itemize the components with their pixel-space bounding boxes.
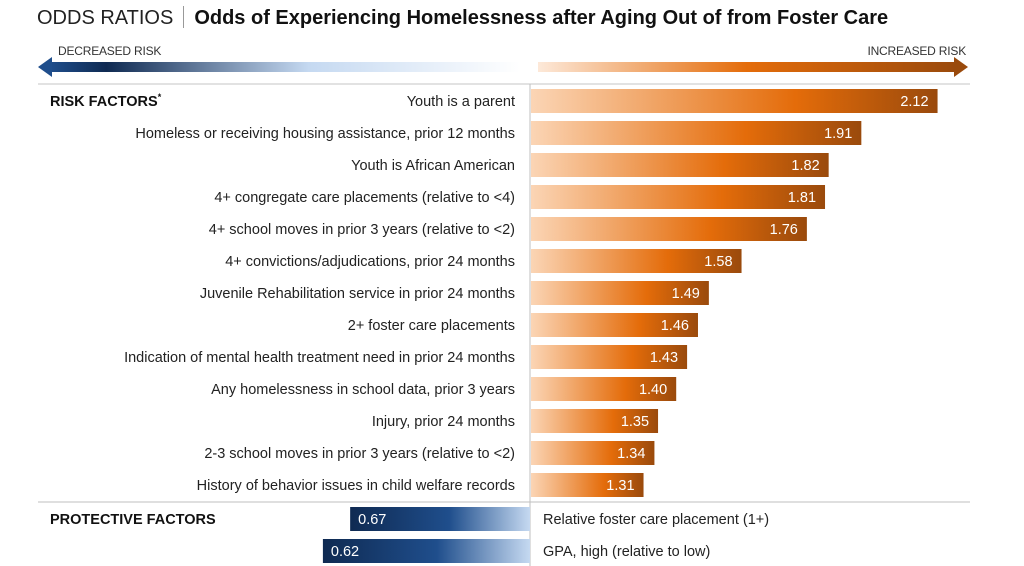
risk-bar	[531, 313, 698, 337]
risk-category-label: 4+ convictions/adjudications, prior 24 m…	[225, 254, 515, 270]
risk-category-label: Youth is a parent	[407, 94, 515, 110]
risk-value-label: 1.82	[791, 158, 819, 174]
risk-category-label: 4+ congregate care placements (relative …	[214, 190, 515, 206]
risk-bar	[531, 185, 826, 209]
decreased-risk-label: DECREASED RISK	[58, 44, 162, 58]
risk-category-label: 4+ school moves in prior 3 years (relati…	[209, 222, 515, 238]
risk-value-label: 1.40	[639, 382, 667, 398]
protective-factors-heading: PROTECTIVE FACTORS	[50, 512, 216, 528]
risk-category-label: 2+ foster care placements	[348, 318, 515, 334]
risk-category-label: Youth is African American	[351, 158, 515, 174]
risk-category-label: Juvenile Rehabilitation service in prior…	[200, 286, 515, 302]
risk-value-label: 1.34	[617, 446, 645, 462]
risk-bar	[531, 89, 938, 113]
risk-category-label: Indication of mental health treatment ne…	[124, 350, 515, 366]
increased-risk-arrow	[538, 57, 968, 77]
title-separator	[183, 6, 185, 28]
risk-value-label: 1.58	[704, 254, 732, 270]
risk-bar	[531, 121, 862, 145]
risk-bar	[531, 441, 655, 465]
risk-bar	[531, 153, 829, 177]
chart-title: ODDS RATIOS Odds of Experiencing Homeless…	[37, 6, 888, 30]
risk-category-label: 2-3 school moves in prior 3 years (relat…	[204, 446, 515, 462]
risk-bar	[531, 345, 688, 369]
risk-value-label: 1.43	[650, 350, 678, 366]
risk-factors-heading: RISK FACTORS*	[50, 92, 162, 110]
protective-category-label: Relative foster care placement (1+)	[543, 512, 769, 528]
risk-bar	[531, 281, 709, 305]
risk-value-label: 1.76	[770, 222, 798, 238]
protective-value-label: 0.67	[358, 512, 386, 528]
risk-bar	[531, 249, 742, 273]
protective-value-label: 0.62	[331, 544, 359, 560]
title-main: Odds of Experiencing Homelessness after …	[194, 7, 889, 29]
risk-value-label: 1.46	[661, 318, 689, 334]
increased-risk-label: INCREASED RISK	[867, 44, 966, 58]
risk-bar	[531, 409, 659, 433]
risk-value-label: 2.12	[900, 94, 928, 110]
protective-bar	[350, 507, 530, 531]
protective-bar	[322, 539, 530, 563]
footnote-marker: *	[158, 92, 162, 102]
risk-bar	[531, 473, 644, 497]
risk-category-label: Injury, prior 24 months	[372, 414, 515, 430]
risk-category-label: History of behavior issues in child welf…	[197, 478, 515, 494]
risk-value-label: 1.91	[824, 126, 852, 142]
title-prefix: ODDS RATIOS	[37, 7, 174, 29]
risk-value-label: 1.81	[788, 190, 816, 206]
risk-bar	[531, 217, 807, 241]
risk-bar	[531, 377, 677, 401]
risk-value-label: 1.35	[621, 414, 649, 430]
decreased-risk-arrow	[38, 57, 520, 77]
risk-category-label: Homeless or receiving housing assistance…	[135, 126, 515, 142]
protective-category-label: GPA, high (relative to low)	[543, 544, 710, 560]
risk-value-label: 1.31	[606, 478, 634, 494]
risk-value-label: 1.49	[672, 286, 700, 302]
risk-category-label: Any homelessness in school data, prior 3…	[211, 382, 515, 398]
